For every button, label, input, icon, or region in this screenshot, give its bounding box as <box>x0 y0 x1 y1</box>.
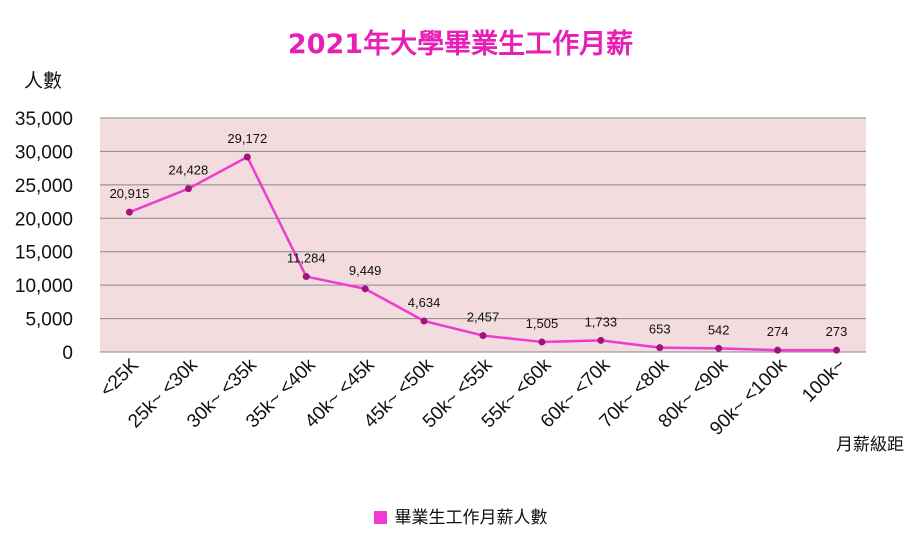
data-label: 273 <box>826 324 848 339</box>
y-tick-label: 15,000 <box>15 243 73 264</box>
data-point <box>656 344 664 352</box>
data-label: 4,634 <box>408 295 441 310</box>
data-label: 1,505 <box>526 316 559 331</box>
x-axis-label: 月薪級距 <box>836 435 904 455</box>
data-label: 2,457 <box>467 310 500 325</box>
y-tick-label: 25,000 <box>15 176 73 197</box>
data-point <box>420 317 428 325</box>
y-tick-label: 20,000 <box>15 209 73 230</box>
data-label: 24,428 <box>169 163 209 178</box>
y-tick-label: 10,000 <box>15 276 73 297</box>
chart-title: 2021年大學畢業生工作月薪 <box>287 29 634 60</box>
legend-label: 畢業生工作月薪人數 <box>394 508 548 528</box>
legend: 畢業生工作月薪人數 <box>0 503 921 528</box>
data-point <box>597 336 605 344</box>
data-point <box>302 273 310 281</box>
y-tick-label: 5,000 <box>25 310 73 331</box>
data-point <box>833 346 841 354</box>
data-label: 20,915 <box>110 186 150 201</box>
y-tick-label: 0 <box>62 343 73 364</box>
data-label: 1,733 <box>585 314 618 329</box>
data-point <box>243 153 251 161</box>
x-tick-label: 100k~ <box>798 355 850 407</box>
data-point <box>774 346 782 354</box>
y-tick-label: 35,000 <box>15 109 73 130</box>
y-axis-label: 人數 <box>24 70 63 92</box>
data-point <box>125 208 133 216</box>
data-point <box>715 344 723 352</box>
data-point <box>479 332 487 340</box>
data-label: 542 <box>708 322 730 337</box>
data-label: 29,172 <box>227 131 267 146</box>
x-tick-label: <25K <box>96 354 143 401</box>
data-label: 9,449 <box>349 263 382 278</box>
data-point <box>361 285 369 293</box>
legend-swatch <box>373 511 387 524</box>
data-label: 653 <box>649 322 671 337</box>
data-point <box>184 185 192 193</box>
data-label: 11,284 <box>287 251 326 266</box>
plot-area <box>100 118 866 352</box>
data-label: 274 <box>767 324 789 339</box>
data-point <box>538 338 546 346</box>
y-tick-label: 30,000 <box>15 142 73 163</box>
